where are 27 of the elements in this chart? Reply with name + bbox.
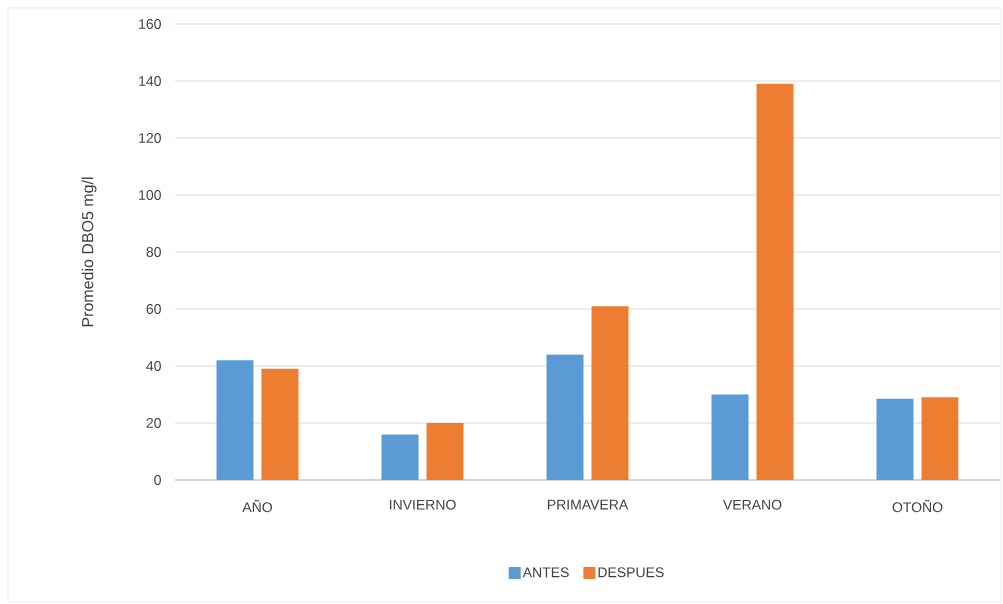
y-tick-label: 140	[139, 76, 161, 86]
bar	[921, 397, 959, 480]
x-tick-label: AÑO	[242, 499, 273, 513]
y-tick-label: 80	[146, 247, 161, 257]
y-tick-label: 60	[146, 304, 161, 314]
x-tick-label: INVIERNO	[389, 499, 456, 510]
y-axis-title: Promedio DBO5 mg/l	[81, 177, 97, 327]
y-tick-label: 120	[139, 133, 161, 143]
x-tick-label: OTOÑO	[892, 499, 943, 513]
bar	[261, 368, 299, 480]
bar	[591, 306, 629, 480]
legend-label: ANTES	[522, 567, 569, 578]
y-tick-label: 100	[139, 190, 161, 200]
legend-label: DESPUES	[598, 567, 664, 578]
y-tick-label: 0	[154, 475, 161, 485]
y-tick-label: 20	[146, 418, 161, 428]
x-tick-label: VERANO	[723, 499, 782, 510]
bar	[546, 354, 584, 480]
bar	[216, 360, 254, 480]
bar	[711, 394, 749, 480]
x-tick-label: PRIMAVERA	[547, 499, 629, 510]
bar	[756, 83, 794, 480]
bar	[426, 422, 464, 480]
bar	[381, 434, 419, 480]
y-tick-label: 160	[139, 19, 161, 29]
y-tick-label: 40	[146, 361, 161, 371]
bar	[876, 398, 914, 480]
